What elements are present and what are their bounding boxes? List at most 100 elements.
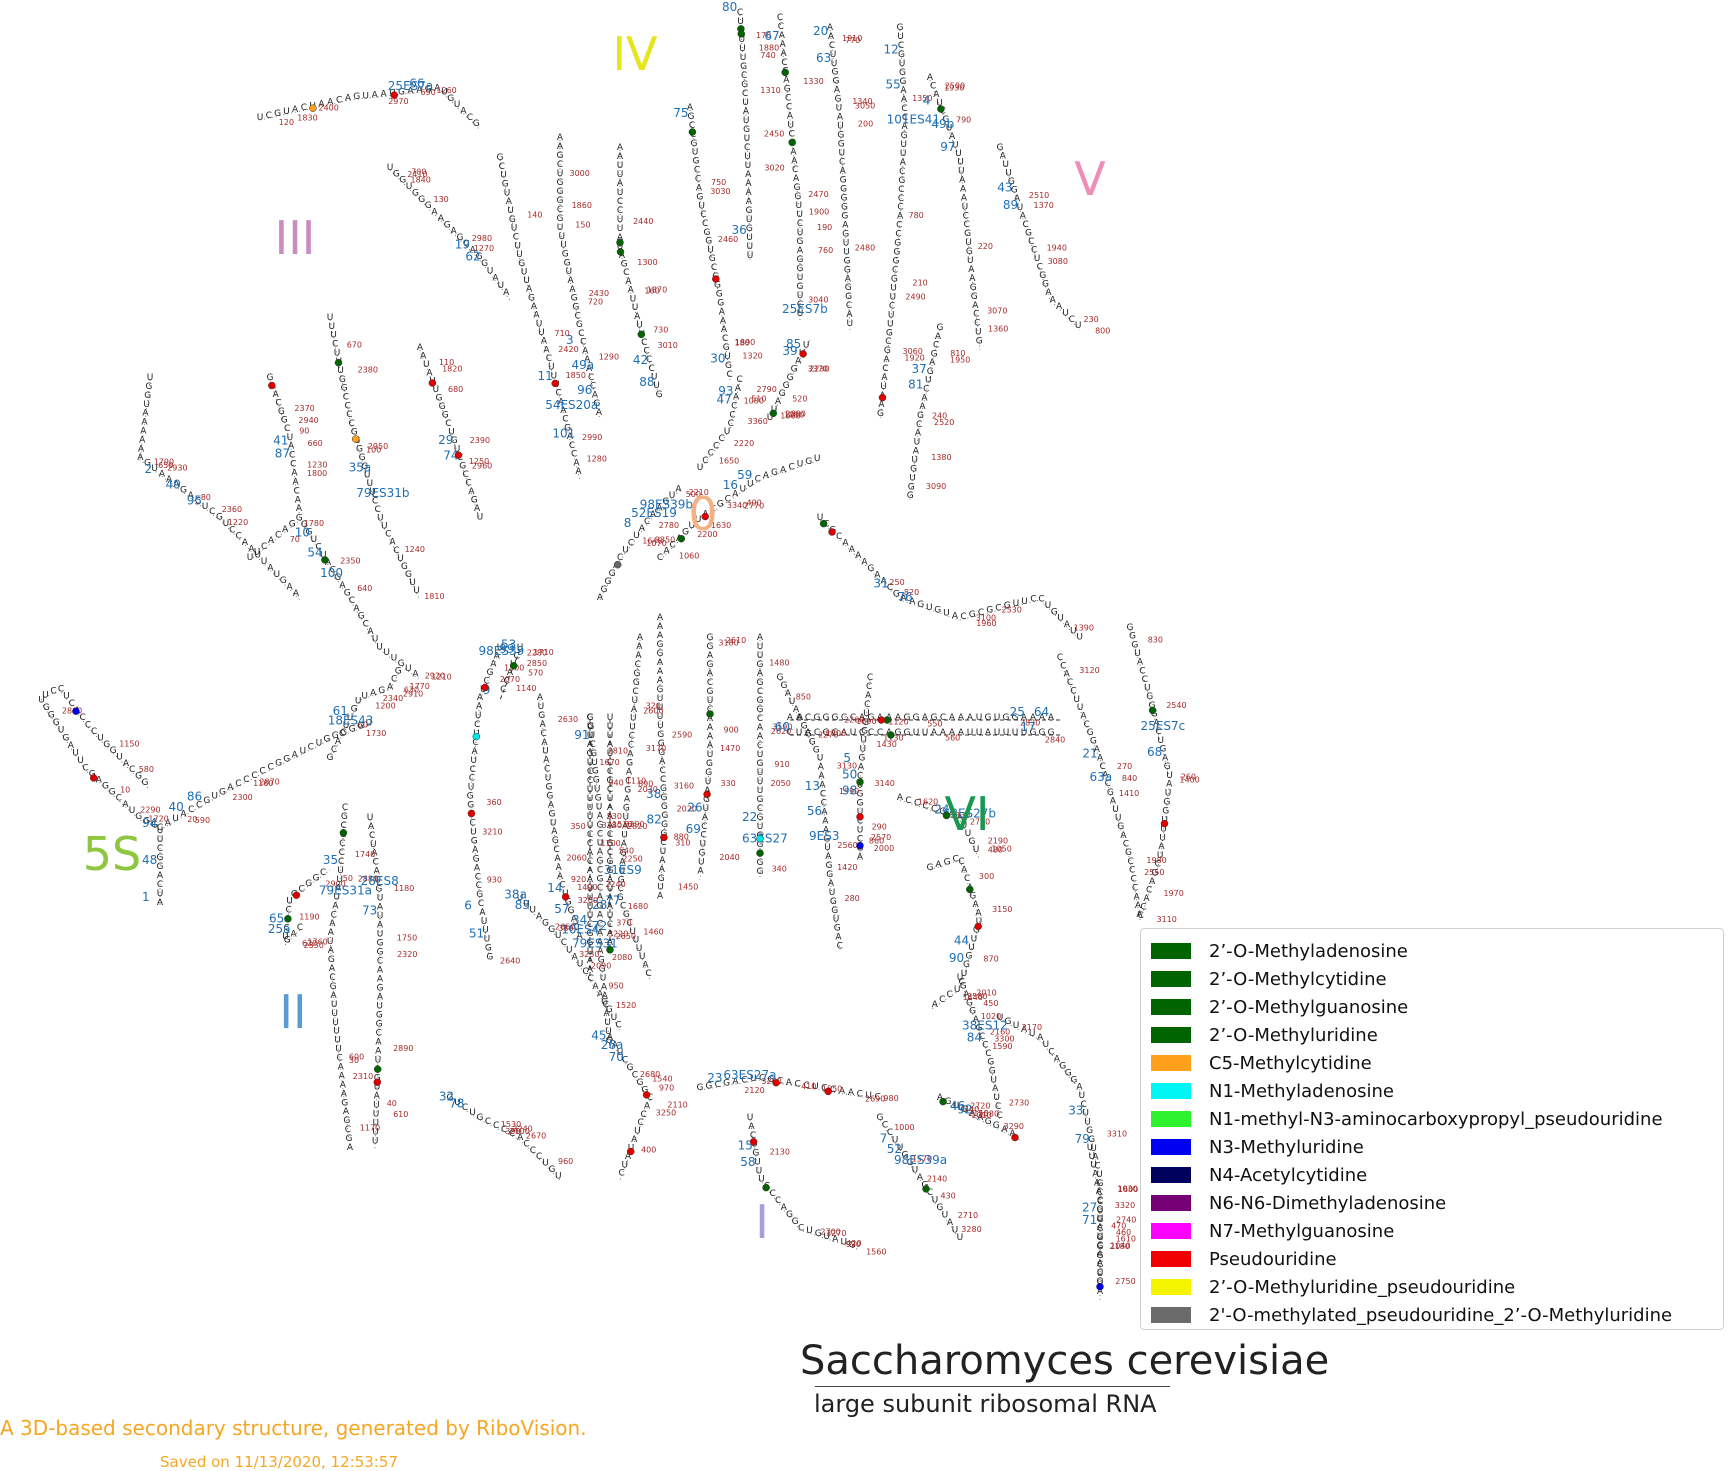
nucleotide: U <box>587 803 594 813</box>
position-number: 1860 <box>572 201 592 210</box>
helix-label: 11 <box>538 369 553 383</box>
nucleotide: G <box>633 678 640 688</box>
helix-label: 90 <box>949 951 964 965</box>
nucleotide: C <box>617 884 623 894</box>
position-number: 80 <box>201 493 211 502</box>
nucleotide: A <box>634 312 641 322</box>
helix-label: 73 <box>362 904 377 918</box>
backbone-strand <box>879 1119 961 1241</box>
nucleotide: C <box>620 902 626 912</box>
helix-label: 93 <box>718 384 733 398</box>
nucleotide: G <box>597 902 604 912</box>
nucleotide: A <box>370 689 377 699</box>
nucleotide: A <box>288 442 295 452</box>
nucleotide: G <box>797 237 804 247</box>
nucleotide: G <box>908 482 915 492</box>
nucleotide: G <box>481 259 488 269</box>
helix-label: 10 <box>295 525 310 539</box>
nucleotide: A <box>476 702 483 712</box>
nucleotide: U <box>954 985 961 995</box>
nucleotide: G <box>861 727 868 737</box>
nucleotide: C <box>297 923 303 933</box>
nucleotide: G <box>768 1075 775 1085</box>
nucleotide: U <box>337 866 344 876</box>
nucleotide: A <box>900 86 907 96</box>
nucleotide: U <box>587 821 594 831</box>
helix-label: 79ES31a <box>319 884 372 898</box>
nucleotide: G <box>835 95 842 105</box>
nucleotide: U <box>370 840 377 850</box>
position-number: 310 <box>675 838 690 847</box>
nucleotide: C <box>781 58 787 68</box>
position-number: 550 <box>927 720 942 729</box>
nucleotide: A <box>732 490 739 500</box>
helix-label: 54 <box>307 546 322 560</box>
nucleotide: G <box>857 799 864 809</box>
position-number: 850 <box>796 692 811 701</box>
nucleotide: U <box>377 893 384 903</box>
nucleotide: A <box>793 174 800 184</box>
helix-label: 25ES7b <box>782 302 828 316</box>
nucleotide: A <box>732 1077 739 1087</box>
nucleotide: U <box>623 812 630 822</box>
position-number: 120 <box>279 118 294 127</box>
nucleotide: C <box>750 1131 756 1141</box>
helix-label: 85 <box>786 337 801 351</box>
position-number: 2420 <box>558 345 578 354</box>
nucleotide: G <box>571 294 578 304</box>
position-number: 2140 <box>927 1175 947 1184</box>
helix-label: 98ES39a <box>894 1153 947 1167</box>
nucleotide: G <box>1048 728 1055 738</box>
nucleotide: G <box>657 685 664 695</box>
position-number: 1910 <box>842 34 862 43</box>
nucleotide: C <box>1138 911 1144 921</box>
nucleotide: A <box>556 863 563 873</box>
nucleotide: G <box>917 411 924 421</box>
nucleotide: G <box>746 224 753 234</box>
nucleotide: G <box>986 606 993 616</box>
nucleotide: G <box>1107 788 1114 798</box>
nucleotide: A <box>96 776 103 786</box>
nucleotide: U <box>952 140 959 150</box>
nucleotide: A <box>586 364 593 374</box>
nucleotide: G <box>894 239 901 249</box>
nucleotide: A <box>874 570 881 580</box>
nucleotide: G <box>142 778 149 788</box>
nucleotide: A <box>335 737 342 747</box>
nucleotide: U <box>619 866 626 876</box>
rna-subtitle: large subunit ribosomal RNA <box>814 1390 1157 1418</box>
position-number: 2490 <box>905 293 925 302</box>
nucleotide: U <box>814 454 821 464</box>
helix-label: 13 <box>805 779 820 793</box>
helix-label: 49b <box>931 117 954 131</box>
nucleotide: G <box>341 384 348 394</box>
nucleotide: G <box>969 1007 976 1017</box>
nucleotide: C <box>607 848 613 858</box>
nucleotide: U <box>372 1136 379 1146</box>
nucleotide: A <box>602 991 609 1001</box>
position-number: 2740 <box>1116 1215 1136 1224</box>
position-number: 1260 <box>436 86 456 95</box>
nucleotide: C <box>778 22 784 32</box>
nucleotide: U <box>147 373 154 383</box>
helix-label: 66 <box>409 76 424 90</box>
nucleotide: U <box>796 728 803 738</box>
position-number: 2380 <box>358 365 378 374</box>
nucleotide: C <box>503 676 509 686</box>
nucleotide: A <box>592 982 599 992</box>
nucleotide: C <box>974 319 980 329</box>
position-number: 2410 <box>407 170 427 179</box>
modification-marker-red <box>701 512 709 521</box>
nucleotide: U <box>839 148 846 158</box>
position-number: 50 <box>343 874 353 883</box>
nucleotide: C <box>629 732 635 742</box>
nucleotide: U <box>355 697 362 707</box>
nucleotide: C <box>952 855 958 865</box>
nucleotide: C <box>587 776 593 786</box>
helix-label: 77 <box>605 894 620 908</box>
nucleotide: A <box>1143 894 1150 904</box>
nucleotide: A <box>582 346 589 356</box>
nucleotide: G <box>157 862 164 872</box>
position-number: 2990 <box>582 433 602 442</box>
position-number: 270 <box>1117 762 1132 771</box>
